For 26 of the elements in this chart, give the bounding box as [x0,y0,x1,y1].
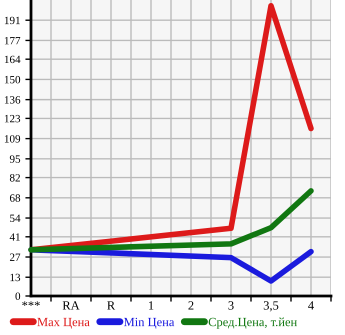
y-tick-label: 177 [4,36,20,44]
y-tick-label: 68 [10,194,20,202]
legend-label: Min Цена [124,318,174,329]
y-tick-label: 0 [15,292,20,300]
legend-label: Max Цена [37,318,90,329]
y-tick-label: 95 [10,155,20,163]
x-tick-label: 2 [188,301,194,310]
y-tick-label: 54 [10,214,20,222]
x-tick-label: 3 [228,301,234,310]
x-tick-label: 3,5 [264,301,278,312]
x-tick-label: R [107,301,116,310]
y-tick-label: 41 [10,233,20,241]
y-tick-label: 27 [10,254,20,261]
x-tick-label: 4 [308,301,314,310]
x-tick-label: 1 [148,301,154,310]
y-tick-label: 123 [4,114,20,122]
y-tick-label: 150 [4,76,20,84]
legend-label: Сред.Цена, т.йен [208,318,297,329]
y-tick-label: 164 [4,56,20,64]
y-tick-label: 13 [10,274,20,282]
x-tick-label: RA [62,301,80,310]
y-tick-label: 109 [4,135,20,143]
y-tick-label: 136 [4,96,20,104]
y-tick-label: 191 [4,16,20,24]
x-tick-label: *** [22,301,40,306]
y-tick-label: 82 [10,174,20,182]
